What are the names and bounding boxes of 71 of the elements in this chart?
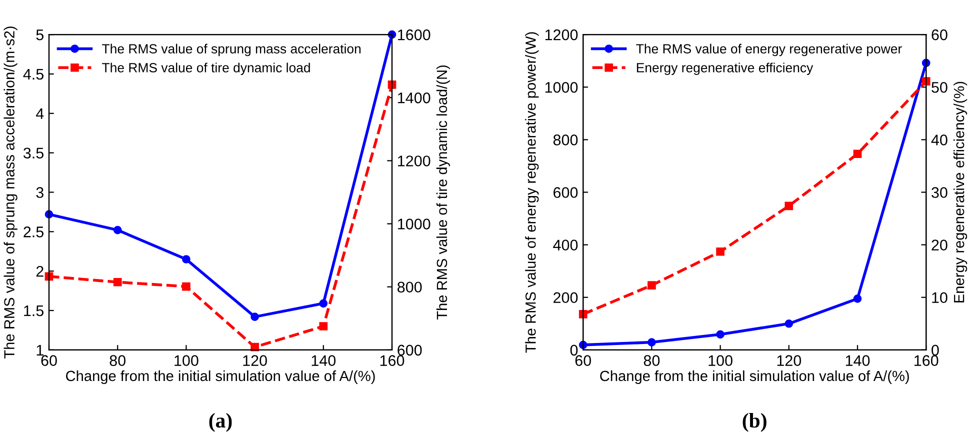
y2-axis-title: The RMS value of tire dynamic load/(N) [436,65,450,320]
y2-tick-label: 10 [932,292,948,304]
x-tick-label: 80 [110,355,126,366]
x-tick-label: 140 [312,355,336,366]
x-tick-label: 100 [708,355,732,366]
point [182,282,190,291]
point [784,202,794,210]
x-tick-label: 120 [777,355,802,366]
y-tick-label: 400 [553,240,578,250]
y-tick-label: 2 [36,266,44,277]
y2-tick-label: 1000 [398,218,430,230]
y2-tick-label: 600 [398,344,422,356]
point [182,255,190,264]
x-axis-title: Change from the initial simulation value of A/(%) [66,370,375,384]
y-tick-label: 3 [36,187,44,198]
y2-tick-label: 20 [932,240,948,250]
y-tick-label: 5 [36,30,44,40]
point [319,299,328,308]
point [648,338,656,346]
y-tick-label: 2.5 [24,226,44,238]
legend-label: The RMS value of sprung mass acceleration [102,44,361,56]
x-tick-label: 140 [846,355,870,366]
x-tick-label: 60 [41,355,57,366]
x-tick-label: 120 [243,355,267,366]
y2-tick-label: 30 [932,187,948,198]
y2-tick-label: 60 [932,29,948,40]
y2-axis-title: Energy regenerative efficiency/(%) [954,82,968,302]
y-tick-label: 200 [554,292,578,304]
text: (a) [209,412,232,432]
y-tick-label: 1.5 [24,306,44,316]
y2-tick-label: 800 [398,282,422,293]
y2-tick-label: 0 [932,344,939,356]
point [319,322,328,330]
text: (b) [742,412,766,432]
x-tick-label: 160 [380,355,404,366]
x-axis-title: Change from the initial simulation value of A/(%) [600,370,909,384]
y2-tick-label: 1200 [398,156,430,166]
x-tick-label: 60 [575,355,591,366]
y2-tick-label: 1400 [398,92,430,104]
y-tick-label: 4.5 [23,69,44,80]
y2-tick-label: 40 [931,134,948,146]
y-tick-label: 4 [36,108,44,119]
y-tick-label: 1 [36,344,44,356]
point [716,330,724,339]
point [250,342,259,352]
point [853,150,862,158]
point [648,281,656,290]
x-tick-label: 80 [644,355,660,366]
point [578,310,588,318]
y-axis-title: The RMS value of sprung mass acceleration/(m·s2) [4,26,18,358]
y-tick-label: 600 [554,187,578,198]
y-tick-label: 1200 [545,29,578,40]
point [113,278,122,286]
x-tick-label: 100 [174,355,198,366]
point [853,294,862,303]
legend-label: The RMS value of energy regenerative power [636,44,902,56]
y-tick-label: 800 [553,134,578,146]
point [113,226,122,234]
x-tick-label: 160 [914,355,938,366]
y-tick-label: 0 [570,344,578,356]
y-axis-title: The RMS value of energy regenerative power/(W) [525,32,539,353]
point [250,312,259,321]
y2-tick-label: 1600 [398,29,430,40]
y2-tick-label: 50 [932,82,948,93]
point [784,319,794,328]
legend-label: Energy regenerative efficiency [636,62,814,75]
point [922,77,930,86]
point [716,247,724,256]
y-tick-label: 1000 [545,82,578,93]
legend-label: The RMS value of tire dynamic load [102,62,310,75]
y-tick-label: 3.5 [23,148,44,159]
